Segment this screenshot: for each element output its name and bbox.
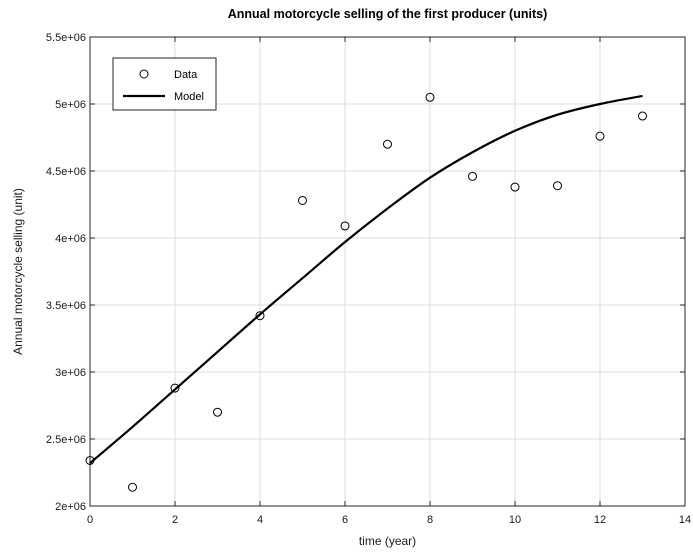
data-point xyxy=(638,111,647,121)
y-tick-label: 4e+06 xyxy=(55,233,86,245)
y-tick-label: 2e+06 xyxy=(55,501,86,513)
legend-label-data: Data xyxy=(174,69,198,81)
data-point xyxy=(553,181,562,191)
x-tick-label: 6 xyxy=(342,514,348,526)
data-point xyxy=(298,195,307,205)
data-point xyxy=(85,455,95,465)
axis-ticks: 0 2 4 6 8 10 12 14 2e+06 2.5e+06 3e+06 3.5e+06 4e+06… xyxy=(46,32,691,526)
x-axis-label: time (year) xyxy=(359,534,416,548)
x-tick-label: 12 xyxy=(594,514,606,526)
legend-marker-data xyxy=(139,69,149,79)
series xyxy=(85,92,647,492)
x-tick-label: 14 xyxy=(679,514,691,526)
data-point xyxy=(468,171,477,181)
data-point xyxy=(128,482,137,492)
x-tick-label: 2 xyxy=(172,514,178,526)
legend: Data Model xyxy=(112,57,217,111)
x-tick-label: 0 xyxy=(87,514,93,526)
y-axis-label: Annual motorcycle selling (unit) xyxy=(11,188,25,355)
x-tick-label: 8 xyxy=(427,514,433,526)
y-tick-label: 3e+06 xyxy=(55,367,86,379)
data-point xyxy=(213,407,222,417)
x-tick-label: 10 xyxy=(509,514,521,526)
y-tick-label: 4.5e+06 xyxy=(46,166,86,178)
y-tick-label: 5e+06 xyxy=(55,99,86,111)
data-point xyxy=(425,92,435,102)
data-point xyxy=(510,182,520,192)
data-point xyxy=(383,139,392,149)
y-tick-label: 3.5e+06 xyxy=(46,300,86,312)
y-tick-label: 2.5e+06 xyxy=(46,434,86,446)
data-point xyxy=(340,221,350,231)
legend-box xyxy=(112,57,217,111)
x-tick-label: 4 xyxy=(257,514,263,526)
plot-frame xyxy=(89,36,686,507)
data-point xyxy=(595,131,605,141)
data-point xyxy=(255,311,265,321)
grid xyxy=(89,36,686,507)
data-point xyxy=(170,383,180,393)
chart-title: Annual motorcycle selling of the first p… xyxy=(228,7,547,21)
y-tick-label: 5.5e+06 xyxy=(46,32,86,44)
legend-label-model: Model xyxy=(174,91,204,103)
